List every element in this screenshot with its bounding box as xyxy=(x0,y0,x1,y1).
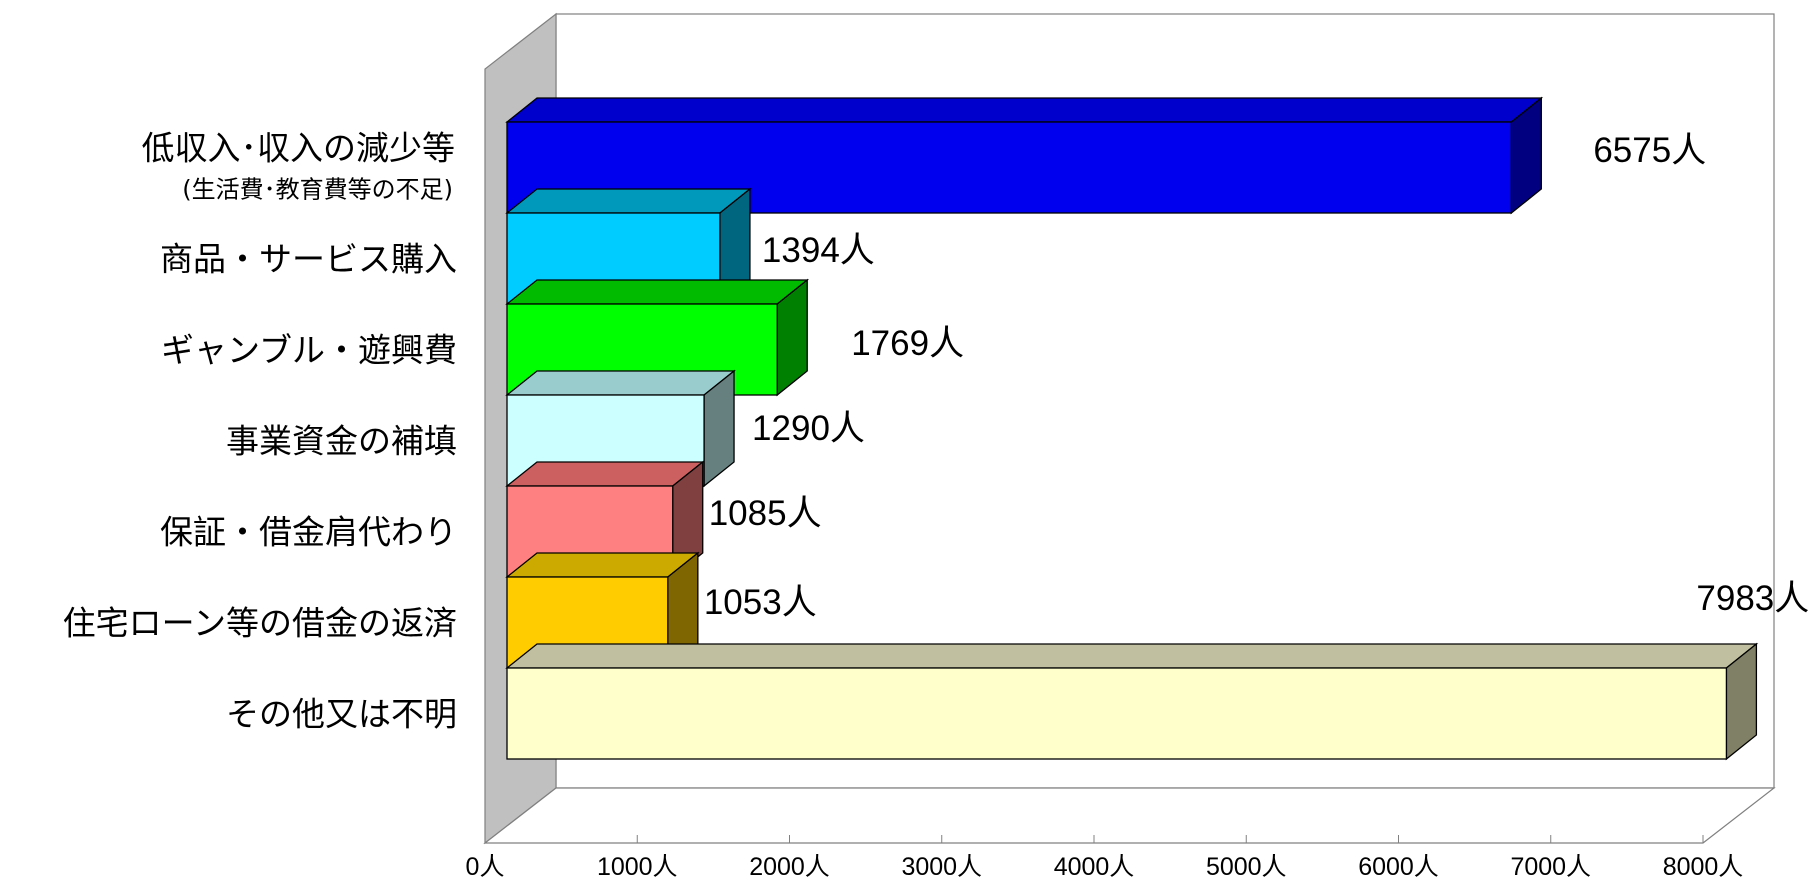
data-label: 7983人 xyxy=(1696,579,1809,618)
x-axis-ticks: 0人 1000人 2000人 3000人 4000人 5000人 6000人 7000人 800… xyxy=(466,835,1744,881)
category-labels: 低収入･収入の減少等 (生活費･教育費等の不足) 商品・サービス購入ギャンブル・遊興… xyxy=(63,129,457,734)
x-tick-label: 1000人 xyxy=(597,853,678,881)
x-tick-label: 5000人 xyxy=(1206,853,1287,881)
bar-front xyxy=(506,667,1728,760)
bar-top xyxy=(505,188,752,214)
bar-top xyxy=(505,461,705,487)
category-label: 商品・サービス購入 xyxy=(160,240,457,279)
category-label: 低収入･収入の減少等 xyxy=(142,129,456,168)
x-tick-label: 7000人 xyxy=(1510,853,1591,881)
data-label: 1053人 xyxy=(704,583,817,622)
category-label: ギャンブル・遊興費 xyxy=(161,331,457,370)
category-label: 保証・借金肩代わり xyxy=(160,513,457,552)
category-sublabel: (生活費･教育費等の不足) xyxy=(182,176,453,204)
x-tick-label: 0人 xyxy=(466,853,505,881)
data-label: 1085人 xyxy=(709,494,822,533)
data-label: 1769人 xyxy=(851,324,964,363)
bar-top xyxy=(505,643,1759,669)
x-tick-label: 2000人 xyxy=(749,853,830,881)
x-tick-label: 4000人 xyxy=(1054,853,1135,881)
data-label: 1394人 xyxy=(762,231,875,270)
bar-group xyxy=(505,96,1544,215)
x-tick-label: 6000人 xyxy=(1358,853,1439,881)
category-label: その他又は不明 xyxy=(226,695,457,734)
x-tick-label: 3000人 xyxy=(901,853,982,881)
data-label: 1290人 xyxy=(752,409,865,448)
bar-group xyxy=(505,642,1759,761)
x-tick-label: 8000人 xyxy=(1663,853,1744,881)
category-label: 住宅ローン等の借金の返済 xyxy=(63,604,457,643)
bar-top xyxy=(505,97,1544,123)
bar-top xyxy=(505,370,736,396)
bar-top xyxy=(505,552,700,578)
floor xyxy=(483,787,1776,844)
data-label: 6575人 xyxy=(1593,131,1706,170)
category-label: 事業資金の補填 xyxy=(226,422,457,461)
bar-top xyxy=(505,279,810,305)
chart-bars: 6575人 1394人 1769人 1290人 1085人 1053人 7983人 xyxy=(505,96,1809,761)
